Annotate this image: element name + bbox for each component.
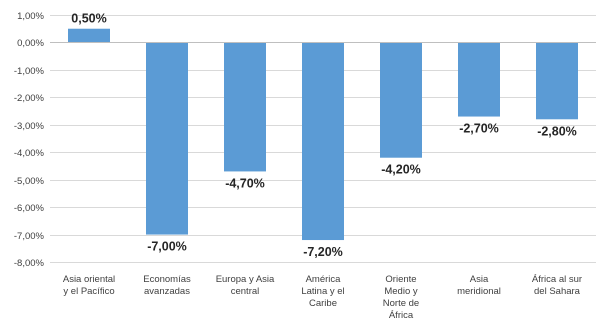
y-tick-label: -4,00% <box>14 148 45 159</box>
y-tick-label: 0,00% <box>17 38 44 49</box>
data-label: -4,20% <box>381 163 421 177</box>
x-tick-label-line: América <box>306 274 342 285</box>
x-tick-label-line: Asia <box>470 274 489 285</box>
y-axis-tick-labels: 1,00% 0,00% -1,00% -2,00% -3,00% -4,00% -5,00%… <box>14 11 45 269</box>
x-tick-label-line: Economías <box>143 274 191 285</box>
x-tick-label-line: meridional <box>457 286 501 297</box>
y-tick-label: -2,00% <box>14 93 45 104</box>
data-label: -4,70% <box>225 176 265 190</box>
x-tick-label-line: y el Pacífico <box>63 286 114 297</box>
x-tick-label-line: Latina y el <box>301 286 344 297</box>
y-tick-label: -1,00% <box>14 66 45 77</box>
x-axis-tick-labels: Asia oriental y el Pacífico Economías avanz… <box>63 274 582 321</box>
x-tick-label: América Latina y el Caribe <box>301 274 344 309</box>
x-tick-label: Asia meridional <box>457 274 501 297</box>
y-tick-label: -5,00% <box>14 176 45 187</box>
y-tick-label: -6,00% <box>14 203 45 214</box>
data-label: -2,70% <box>459 122 499 136</box>
x-tick-label: Economías avanzadas <box>143 274 191 297</box>
x-tick-label: África al sur del Sahara <box>532 274 582 297</box>
bar <box>224 42 266 172</box>
x-tick-label-line: Europa y Asia <box>216 274 275 285</box>
x-tick-label-line: Oriente <box>385 274 416 285</box>
y-tick-label: 1,00% <box>17 11 44 22</box>
data-label: -7,20% <box>303 245 343 259</box>
x-tick-label-line: África al sur <box>532 274 582 285</box>
data-labels: 0,50% -7,00% -4,70% -7,20% -4,20% -2,70% -2,80… <box>71 12 577 259</box>
x-tick-label-line: Medio y <box>384 286 418 297</box>
x-tick-label-line: del Sahara <box>534 286 581 297</box>
bar <box>458 42 500 117</box>
x-tick-label-line: avanzadas <box>144 286 190 297</box>
bar <box>302 42 344 241</box>
bar <box>68 28 110 43</box>
bar <box>146 42 188 235</box>
x-tick-label: Europa y Asia central <box>216 274 275 297</box>
bar <box>380 42 422 158</box>
data-label: -2,80% <box>537 124 577 138</box>
data-label: 0,50% <box>71 12 106 26</box>
x-tick-label-line: Caribe <box>309 298 337 309</box>
x-tick-label-line: central <box>231 286 260 297</box>
y-tick-label: -8,00% <box>14 258 45 269</box>
x-tick-label-line: África <box>389 310 414 321</box>
x-tick-label-line: Norte de <box>383 298 419 309</box>
x-tick-label: Oriente Medio y Norte de África <box>383 274 419 321</box>
y-tick-label: -7,00% <box>14 231 45 242</box>
bar <box>536 42 578 120</box>
data-label: -7,00% <box>147 240 187 254</box>
x-tick-label-line: Asia oriental <box>63 274 115 285</box>
bars <box>68 28 578 241</box>
x-tick-label: Asia oriental y el Pacífico <box>63 274 115 297</box>
y-tick-label: -3,00% <box>14 121 45 132</box>
